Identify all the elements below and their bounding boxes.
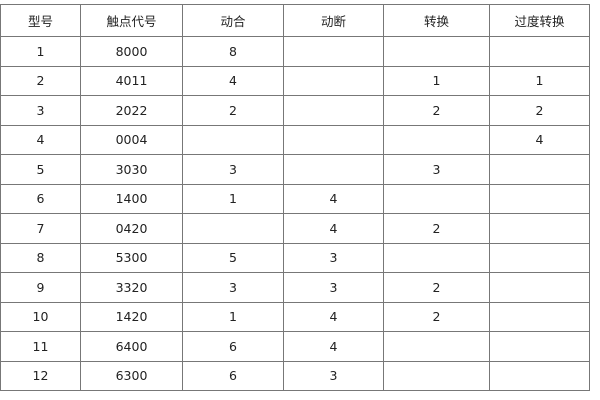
table-cell bbox=[283, 95, 384, 126]
table-cell: 8000 bbox=[80, 36, 183, 67]
table-cell: 1420 bbox=[80, 301, 183, 332]
table-cell bbox=[383, 331, 490, 362]
table-cell: 8 bbox=[0, 242, 81, 273]
table-cell: 6 bbox=[182, 360, 284, 391]
table-cell: 2 bbox=[182, 95, 284, 126]
table-cell: 6300 bbox=[80, 360, 183, 391]
table-cell: 3 bbox=[0, 95, 81, 126]
table-cell bbox=[489, 154, 590, 185]
table-cell: 6400 bbox=[80, 331, 183, 362]
table-cell: 4 bbox=[182, 65, 284, 96]
table-row: 2 4011 4 1 1 bbox=[0, 65, 590, 96]
table-cell: 11 bbox=[0, 331, 81, 362]
column-header: 动合 bbox=[182, 4, 284, 37]
table-cell bbox=[383, 242, 490, 273]
table-row: 6 1400 1 4 bbox=[0, 183, 590, 214]
table-row: 9 3320 3 3 2 bbox=[0, 272, 590, 303]
table-row: 4 0004 4 bbox=[0, 124, 590, 155]
table-row: 12 6300 6 3 bbox=[0, 360, 590, 391]
table-cell bbox=[489, 301, 590, 332]
table-cell: 5300 bbox=[80, 242, 183, 273]
table-cell: 7 bbox=[0, 213, 81, 244]
table-cell: 4 bbox=[0, 124, 81, 155]
table-cell bbox=[383, 360, 490, 391]
table-cell bbox=[489, 272, 590, 303]
table-cell: 1 bbox=[0, 36, 81, 67]
table-cell: 3 bbox=[283, 360, 384, 391]
table-cell: 12 bbox=[0, 360, 81, 391]
table-cell: 1 bbox=[182, 183, 284, 214]
table-cell bbox=[383, 36, 490, 67]
table-cell: 4 bbox=[489, 124, 590, 155]
table-cell: 5 bbox=[182, 242, 284, 273]
table-cell: 2 bbox=[383, 272, 490, 303]
table-cell: 1 bbox=[182, 301, 284, 332]
table-cell: 0420 bbox=[80, 213, 183, 244]
table-row: 3 2022 2 2 2 bbox=[0, 95, 590, 126]
column-header: 型号 bbox=[0, 4, 81, 37]
column-header: 动断 bbox=[283, 4, 384, 37]
table-cell: 3 bbox=[182, 272, 284, 303]
table-cell: 1 bbox=[383, 65, 490, 96]
table-cell bbox=[283, 154, 384, 185]
table-cell bbox=[489, 213, 590, 244]
table-cell: 0004 bbox=[80, 124, 183, 155]
table-cell bbox=[182, 213, 284, 244]
table-cell: 3 bbox=[283, 242, 384, 273]
table-cell: 3030 bbox=[80, 154, 183, 185]
table-row: 1 8000 8 bbox=[0, 36, 590, 67]
header-row: 型号 触点代号 动合 动断 转换 过度转换 bbox=[0, 4, 590, 37]
table-cell: 5 bbox=[0, 154, 81, 185]
table-cell bbox=[383, 183, 490, 214]
table-cell: 3 bbox=[283, 272, 384, 303]
column-header: 转换 bbox=[383, 4, 490, 37]
table-cell: 1400 bbox=[80, 183, 183, 214]
table-cell: 4 bbox=[283, 183, 384, 214]
table-cell: 8 bbox=[182, 36, 284, 67]
table-cell: 4 bbox=[283, 213, 384, 244]
table-row: 11 6400 6 4 bbox=[0, 331, 590, 362]
table-cell bbox=[489, 331, 590, 362]
table-cell bbox=[489, 242, 590, 273]
table-cell bbox=[489, 36, 590, 67]
table-cell: 2 bbox=[489, 95, 590, 126]
table-cell: 6 bbox=[182, 331, 284, 362]
table-cell: 3 bbox=[383, 154, 490, 185]
table-cell bbox=[383, 124, 490, 155]
contact-table: 型号 触点代号 动合 动断 转换 过度转换 1 8000 8 2 4011 4 1 1 3 2022 2 2 2 4… bbox=[0, 4, 590, 391]
column-header: 触点代号 bbox=[80, 4, 183, 37]
table-cell bbox=[489, 360, 590, 391]
table-cell: 4 bbox=[283, 331, 384, 362]
table-cell: 10 bbox=[0, 301, 81, 332]
table-cell: 2 bbox=[383, 95, 490, 126]
table-cell bbox=[489, 183, 590, 214]
table-cell: 2022 bbox=[80, 95, 183, 126]
table-cell bbox=[283, 36, 384, 67]
table-row: 8 5300 5 3 bbox=[0, 242, 590, 273]
table-row: 10 1420 1 4 2 bbox=[0, 301, 590, 332]
column-header: 过度转换 bbox=[489, 4, 590, 37]
table-cell: 2 bbox=[383, 213, 490, 244]
table-cell: 2 bbox=[0, 65, 81, 96]
table-cell: 4 bbox=[283, 301, 384, 332]
table-cell: 2 bbox=[383, 301, 490, 332]
table-cell: 4011 bbox=[80, 65, 183, 96]
table-cell: 6 bbox=[0, 183, 81, 214]
table-cell: 9 bbox=[0, 272, 81, 303]
table-cell: 1 bbox=[489, 65, 590, 96]
table-cell: 3320 bbox=[80, 272, 183, 303]
table-row: 7 0420 4 2 bbox=[0, 213, 590, 244]
table-cell bbox=[283, 124, 384, 155]
table-cell: 3 bbox=[182, 154, 284, 185]
table-cell bbox=[283, 65, 384, 96]
table-row: 5 3030 3 3 bbox=[0, 154, 590, 185]
table-cell bbox=[182, 124, 284, 155]
